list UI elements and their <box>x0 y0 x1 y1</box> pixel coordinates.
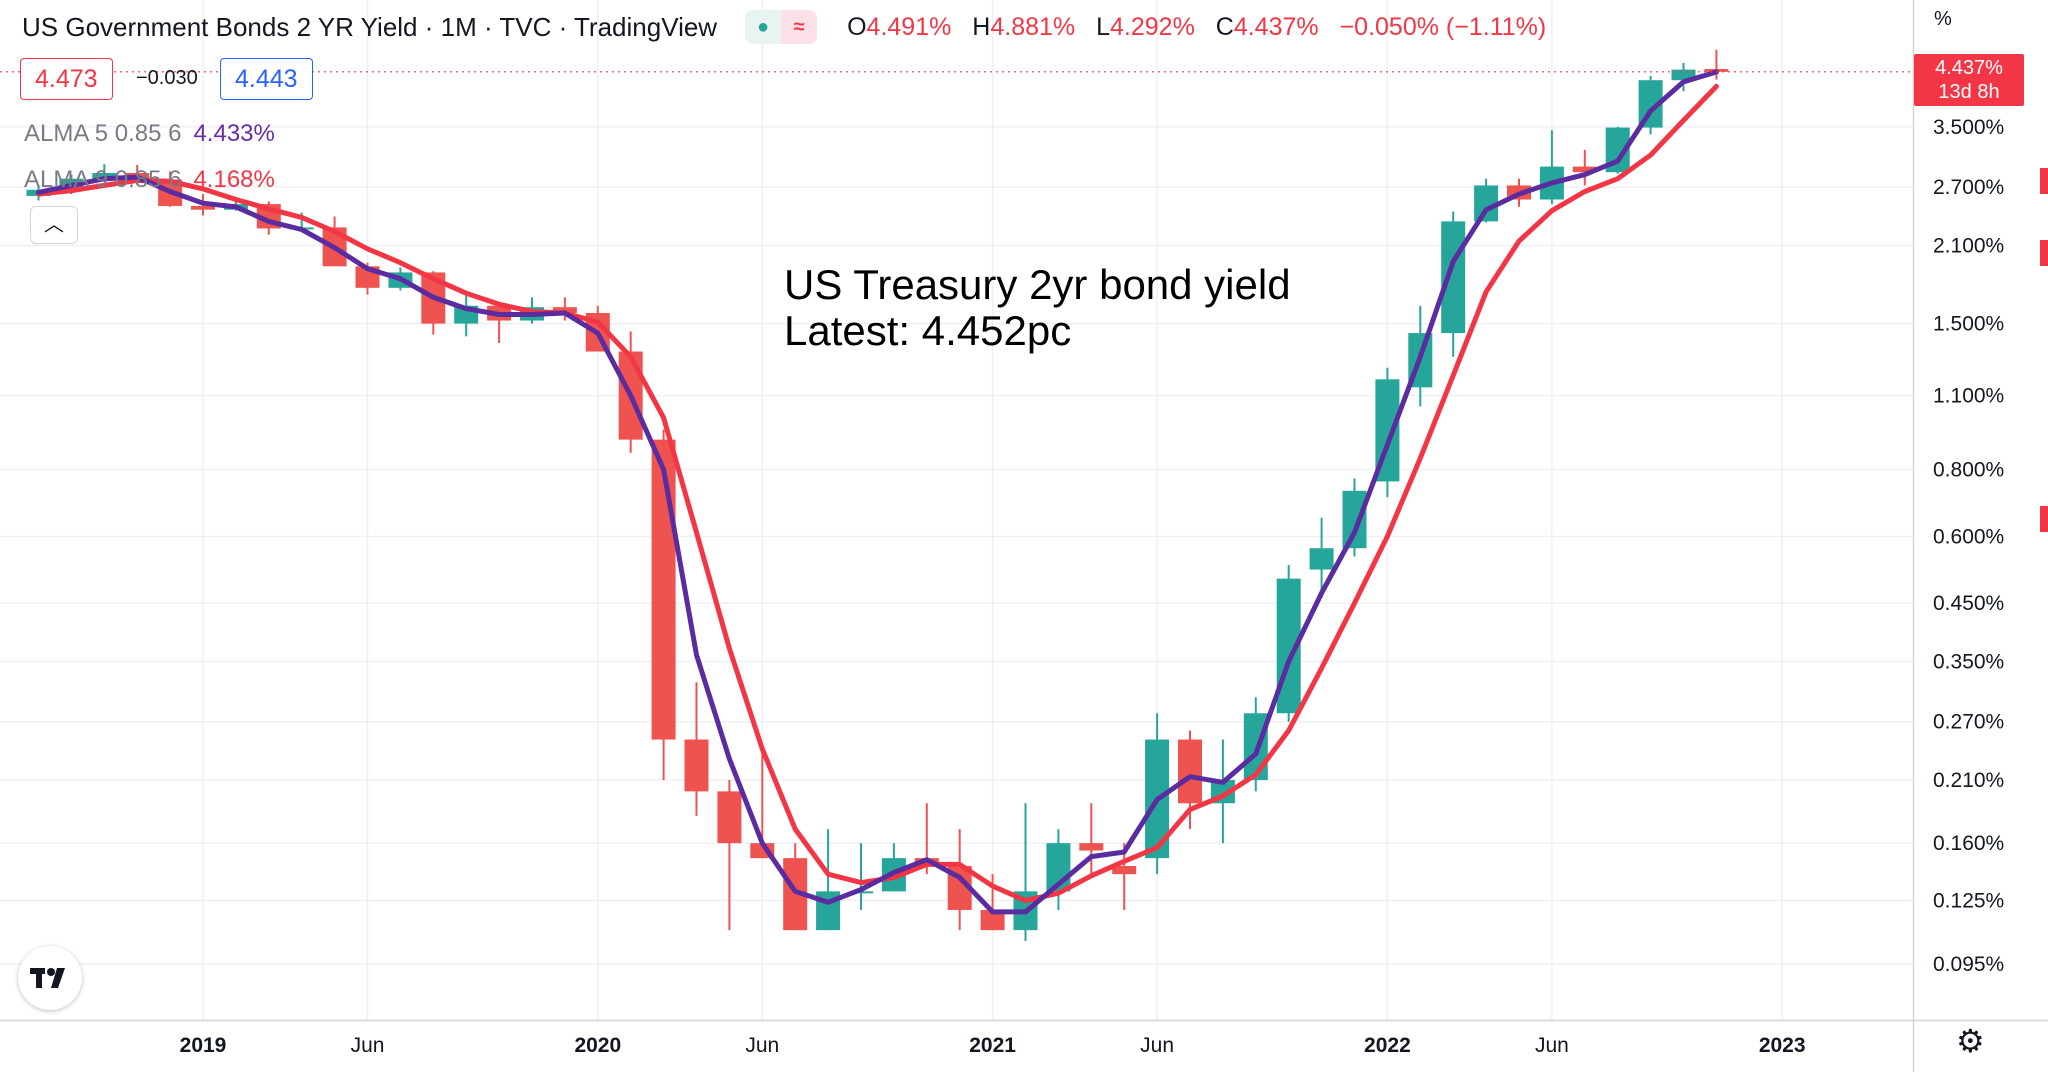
indicator-value: 4.433% <box>193 120 275 147</box>
market-status[interactable]: ● ≈ <box>745 10 818 44</box>
chart-annotation: US Treasury 2yr bond yield Latest: 4.452… <box>784 262 1291 354</box>
time-tick-label: Jun <box>351 1034 385 1057</box>
candle <box>1539 130 1564 205</box>
price-tick-label: 0.125% <box>1933 889 2004 912</box>
candle <box>651 429 676 781</box>
candle-body <box>1342 490 1367 549</box>
scale-unit-label[interactable]: % <box>1934 8 1952 30</box>
candle <box>1013 803 1038 941</box>
candle <box>816 829 841 931</box>
buy-button[interactable]: 4.443 <box>220 58 313 100</box>
candle-body <box>684 739 709 792</box>
price-tick-label: 0.095% <box>1933 953 2004 976</box>
candle <box>552 297 577 321</box>
price-tick-label: 0.160% <box>1933 832 2004 855</box>
indicator-name: ALMA 5 0.85 6 <box>24 120 182 147</box>
candle <box>1079 803 1104 875</box>
tradingview-logo-icon[interactable] <box>18 946 82 1010</box>
price-tick-label: 0.450% <box>1933 592 2004 615</box>
ohlc-values: O4.491% H4.881% L4.292% C4.437% −0.050% … <box>847 12 1547 41</box>
chart-header: US Government Bonds 2 YR Yield · 1M · TV… <box>22 10 1560 44</box>
settings-gear-icon[interactable]: ⚙ <box>1956 1023 1985 1059</box>
candle <box>1046 829 1071 910</box>
candle-body <box>92 172 117 179</box>
price-tick-label: 0.800% <box>1933 459 2004 482</box>
candle-body <box>552 307 577 314</box>
candle <box>1375 367 1400 498</box>
indicator-alma5[interactable]: ALMA 5 0.85 6 4.433% <box>24 120 275 148</box>
time-tick-label: Jun <box>745 1034 779 1057</box>
logo-mark <box>30 968 65 988</box>
annotation-line-2: Latest: 4.452pc <box>784 307 1072 354</box>
edge-marker <box>2040 240 2048 266</box>
candle-body <box>1112 866 1137 875</box>
collapse-indicators-button[interactable]: ︿ <box>30 206 78 244</box>
price-tick-label: 1.500% <box>1933 313 2004 336</box>
time-tick-label: 2020 <box>574 1034 621 1057</box>
candle-body <box>1079 843 1104 851</box>
price-tick-label: 0.210% <box>1933 769 2004 792</box>
delayed-data-icon: ≈ <box>781 10 818 44</box>
candle <box>1474 178 1499 223</box>
indicator-name: ALMA 9 0.85 6 <box>24 166 182 193</box>
alma5-line <box>36 69 1719 915</box>
moving-averages <box>36 69 1719 915</box>
candle <box>1572 149 1597 186</box>
annotation-line-1: US Treasury 2yr bond yield <box>784 261 1291 308</box>
price-tick-label: 2.700% <box>1933 176 2004 199</box>
candle <box>849 843 873 910</box>
candle-body <box>849 891 873 894</box>
last-price-value: 4.437% <box>1935 56 2003 79</box>
price-change: −0.050% (−1.11%) <box>1339 12 1547 41</box>
sell-button[interactable]: 4.473 <box>20 58 113 100</box>
candle-body <box>1671 69 1696 81</box>
candle <box>684 682 709 816</box>
candle-body <box>651 439 676 740</box>
candle-body <box>1441 221 1466 334</box>
candle <box>783 843 808 931</box>
price-tick-label: 0.270% <box>1933 711 2004 734</box>
edge-marker <box>2040 506 2048 532</box>
time-tick-label: 2019 <box>180 1034 227 1057</box>
candles <box>26 49 1729 941</box>
price-tick-label: 0.600% <box>1933 525 2004 548</box>
time-tick-label: 2022 <box>1364 1034 1411 1057</box>
time-tick-label: Jun <box>1535 1034 1569 1057</box>
indicator-alma9[interactable]: ALMA 9 0.85 6 4.168% <box>24 166 275 194</box>
candle <box>1178 730 1202 830</box>
time-tick-label: Jun <box>1140 1034 1174 1057</box>
candle-body <box>1572 166 1597 173</box>
price-tick-label: 2.100% <box>1933 234 2004 257</box>
alma9-line <box>36 83 1719 903</box>
candle-body <box>717 791 742 844</box>
edge-marker <box>2040 168 2048 194</box>
symbol-title[interactable]: US Government Bonds 2 YR Yield · 1M · TV… <box>22 11 718 42</box>
bar-countdown: 13d 8h <box>1938 80 2000 103</box>
candle <box>1342 478 1367 557</box>
candle-body <box>980 909 1005 931</box>
time-tick-label: 2021 <box>969 1034 1016 1057</box>
price-tick-label: 1.100% <box>1933 385 2004 408</box>
price-tick-label: 0.350% <box>1933 650 2004 673</box>
candle <box>717 780 742 931</box>
market-open-dot-icon: ● <box>745 10 782 44</box>
candle-body <box>1178 739 1202 804</box>
candle-body <box>1309 548 1334 570</box>
indicator-value: 4.168% <box>193 166 275 193</box>
spread-value: −0.030 <box>136 67 198 89</box>
time-tick-label: 2023 <box>1759 1034 1806 1057</box>
last-price-label: 4.437% 13d 8h <box>1914 53 2024 106</box>
price-tick-label: 3.500% <box>1933 116 2004 139</box>
candle-body <box>191 205 215 210</box>
candle <box>1671 62 1696 92</box>
candle <box>1309 517 1334 599</box>
chevron-up-icon: ︿ <box>44 214 64 236</box>
